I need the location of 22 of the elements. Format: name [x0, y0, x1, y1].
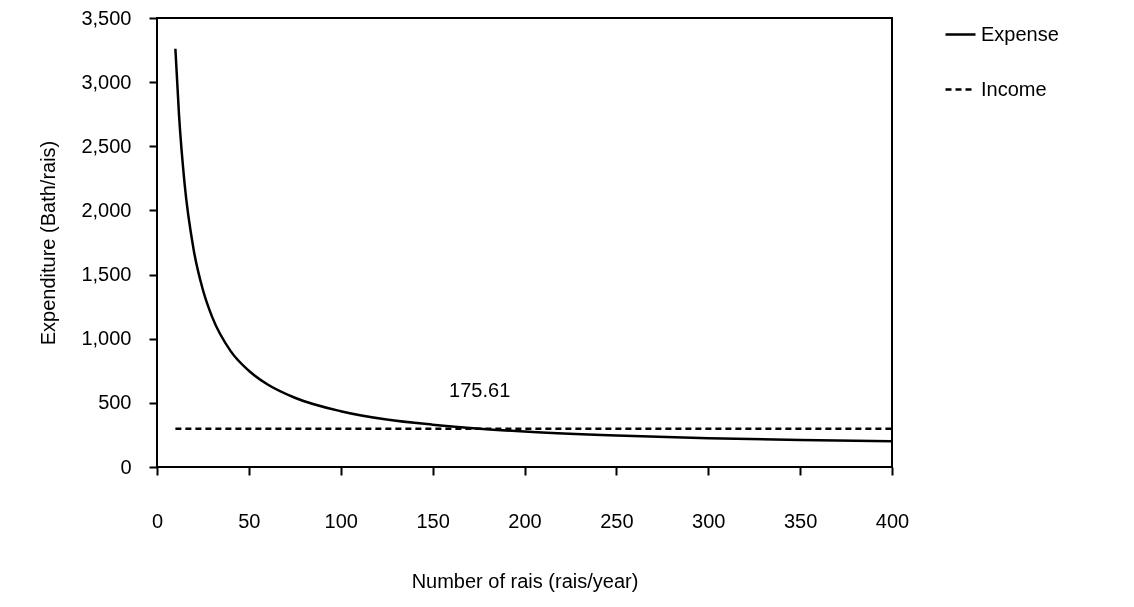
y-tick-label: 1,000: [81, 327, 132, 350]
x-tick-label: 350: [783, 509, 818, 532]
legend-label: Expense: [981, 22, 1059, 45]
x-tick-label: 300: [692, 509, 726, 532]
x-tick-label: 400: [875, 509, 910, 532]
y-tick-label: 2,000: [81, 198, 132, 221]
x-tick-label: 250: [600, 509, 634, 532]
y-tick-label: 2,500: [81, 134, 132, 157]
x-tick-label: 50: [238, 509, 261, 532]
x-tick-label: 200: [508, 509, 542, 532]
y-tick-label: 1,500: [81, 263, 132, 286]
legend-label: Income: [981, 77, 1047, 100]
x-axis-title: Number of rais (rais/year): [411, 569, 639, 592]
x-tick-label: 150: [416, 509, 450, 532]
y-tick-label: 3,000: [81, 70, 132, 93]
x-tick-label: 100: [324, 509, 358, 532]
x-tick-label: 0: [151, 509, 164, 532]
y-tick-label: 0: [120, 455, 132, 478]
y-tick-label: 500: [98, 391, 132, 414]
y-tick-label: 3,500: [81, 6, 132, 29]
annotation: 175.61: [449, 378, 511, 401]
y-axis-title: Expenditure (Bath/rais): [37, 140, 60, 346]
